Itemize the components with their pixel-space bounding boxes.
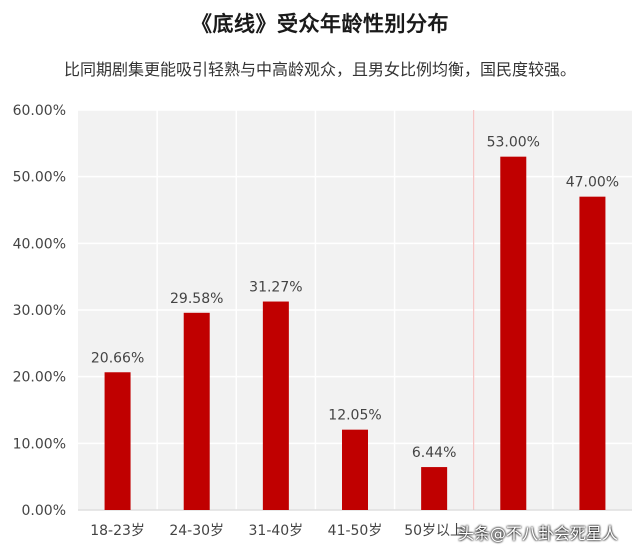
bar: [342, 429, 368, 510]
y-tick-label: 20.00%: [13, 370, 66, 386]
x-tick-label: 18-23岁: [90, 523, 145, 539]
y-tick-label: 30.00%: [13, 303, 66, 319]
bar: [262, 301, 289, 510]
bar: [579, 196, 606, 510]
data-label: 12.05%: [328, 408, 381, 424]
data-label: 31.27%: [249, 280, 302, 296]
y-tick-label: 10.00%: [13, 436, 66, 452]
bar: [183, 312, 210, 510]
data-label: 20.66%: [91, 350, 144, 366]
data-label: 29.58%: [170, 291, 223, 307]
x-tick-label: 31-40岁: [249, 523, 304, 539]
x-tick-label: 41-50岁: [328, 523, 383, 539]
chart-title: 《底线》受众年龄性别分布: [191, 12, 449, 36]
bar: [421, 467, 448, 510]
watermark: 头条@不八卦会死星人: [458, 524, 619, 543]
data-label: 6.44%: [412, 445, 456, 461]
data-label: 53.00%: [487, 135, 540, 151]
y-tick-label: 60.00%: [13, 103, 66, 119]
x-tick-label: 24-30岁: [169, 523, 224, 539]
y-tick-label: 40.00%: [13, 236, 66, 252]
y-tick-label: 0.00%: [22, 503, 66, 519]
chart-subtitle: 比同期剧集更能吸引轻熟与中高龄观众，且男女比例均衡，国民度较强。: [63, 60, 576, 79]
x-tick-label: 50岁以上: [404, 523, 464, 539]
y-tick-label: 50.00%: [13, 170, 66, 186]
data-label: 47.00%: [566, 175, 619, 191]
bar: [104, 372, 131, 510]
bar: [500, 156, 527, 510]
